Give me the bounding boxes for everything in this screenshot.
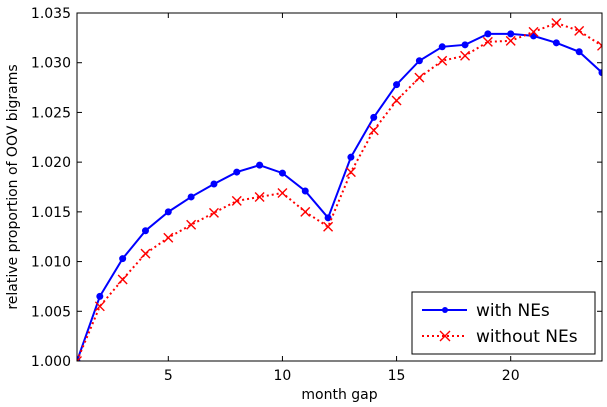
series-2-point: [208, 207, 219, 218]
series-1-point: [393, 81, 401, 89]
x-tick-label: 20: [502, 368, 520, 384]
legend-label-1: with NEs: [476, 301, 550, 321]
series-2-point: [323, 221, 334, 232]
series-1-point: [256, 161, 264, 169]
y-tick-label: 1.020: [31, 155, 71, 171]
series-1-point: [278, 169, 286, 177]
y-tick-label: 1.035: [31, 6, 71, 22]
series-1-point: [164, 208, 172, 216]
series-line-1: [77, 32, 602, 361]
plot-layer: [77, 17, 602, 361]
series-2-point: [77, 356, 82, 361]
series-2-point: [94, 301, 105, 312]
series-2-point: [277, 187, 288, 198]
series-1-point: [461, 41, 469, 49]
series-2-point: [391, 95, 402, 106]
series-1-point: [96, 292, 104, 300]
series-1-point: [370, 113, 378, 121]
series-1-point: [438, 43, 446, 51]
legend-label-2: without NEs: [476, 327, 578, 347]
series-1-point: [301, 187, 309, 195]
series-1-point: [575, 48, 583, 56]
series-2-point: [140, 248, 151, 259]
series-1-point: [415, 57, 423, 65]
series-2-point: [117, 274, 128, 285]
y-tick-label: 1.030: [31, 56, 71, 72]
series-1-point: [119, 255, 127, 263]
series-2-point: [597, 40, 602, 51]
series-2-point: [437, 55, 448, 66]
series-2-point: [505, 35, 516, 46]
series-2-point: [231, 195, 242, 206]
plot-frame: [76, 12, 603, 362]
series-1-point: [210, 180, 218, 188]
series-2-point: [345, 167, 356, 178]
series-1-point: [324, 214, 332, 222]
series-2-point: [574, 25, 585, 36]
series-1-point: [484, 30, 492, 38]
y-axis-label: relative proportion of OOV bigrams: [5, 64, 21, 309]
series-2-point: [482, 36, 493, 47]
y-tick-label: 1.025: [31, 105, 71, 121]
legend: with NEs without NEs: [411, 291, 596, 355]
series-2-point: [368, 125, 379, 136]
series-1-point: [507, 30, 515, 38]
series-group: [77, 17, 602, 361]
x-tick-label: 10: [274, 368, 292, 384]
legend-marker-1: [442, 307, 448, 313]
x-tick-label: 5: [164, 368, 173, 384]
axes-layer: 1.000 1.005 1.010 1.015 1.020 1.025 1.030 1.035…: [31, 6, 603, 384]
y-tick-label: 1.015: [31, 205, 71, 221]
series-2-point: [254, 191, 265, 202]
x-axis-label: month gap: [301, 387, 377, 403]
series-1-point: [598, 69, 602, 77]
series-2-point: [163, 232, 174, 243]
series-1-point: [187, 193, 195, 201]
series-1-point: [347, 153, 355, 161]
y-tick-label: 1.000: [31, 354, 71, 370]
legend-marker-2: [439, 330, 451, 342]
series-2-point: [551, 17, 562, 28]
series-2-point: [528, 26, 539, 37]
legend-box: [411, 291, 596, 355]
y-tick-label: 1.010: [31, 255, 71, 271]
series-1-point: [233, 168, 241, 176]
x-tick-label: 15: [388, 368, 406, 384]
series-1-point: [552, 39, 560, 47]
series-2-point: [300, 206, 311, 217]
series-2-point: [186, 219, 197, 230]
series-2-point: [414, 72, 425, 83]
y-tick-label: 1.005: [31, 304, 71, 320]
series-1-point: [141, 227, 149, 235]
series-2-point: [460, 50, 471, 61]
